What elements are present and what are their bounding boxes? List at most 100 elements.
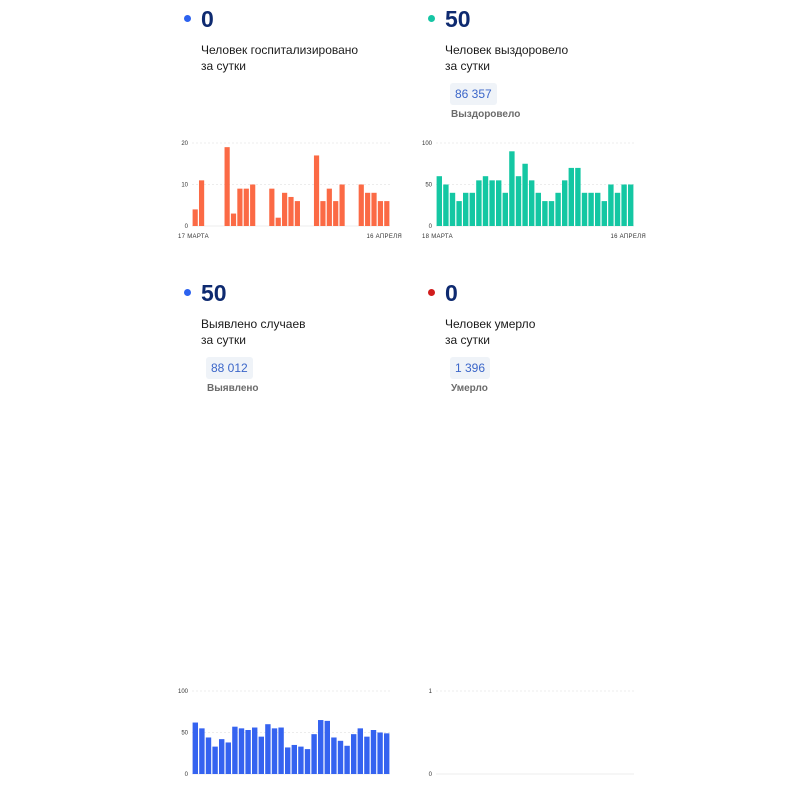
bar[interactable] [555,192,561,226]
bar[interactable] [384,201,390,226]
bar[interactable] [509,151,515,226]
bar[interactable] [358,184,364,227]
bar[interactable] [588,192,594,226]
bar[interactable] [232,726,238,774]
y-tick-label: 100 [422,141,433,147]
bar[interactable] [318,720,324,774]
bar[interactable] [225,742,231,774]
total-badge: 86 357 [450,83,497,105]
stat-block-hospitalized: 0 Человек госпитализировано за сутки 20 1… [178,0,414,240]
stat-value: 0 [201,6,214,32]
bar[interactable] [364,736,370,774]
bar[interactable] [250,184,256,227]
bar-chart-detected: 100 50 0 [170,686,404,791]
status-dot [428,15,435,22]
bar[interactable] [449,192,456,226]
y-tick-label: 0 [185,224,189,230]
bar[interactable] [311,734,317,774]
bar[interactable] [212,746,218,774]
bar[interactable] [275,217,281,226]
bar[interactable] [614,192,621,226]
stat-value: 50 [445,6,471,32]
bar[interactable] [357,728,363,774]
stat-description: Человек госпитализировано за сутки [201,43,359,73]
bar[interactable] [562,180,568,226]
bar[interactable] [496,180,502,226]
bar[interactable] [515,176,522,226]
total-label: Умерло [451,383,488,394]
bar[interactable] [324,720,330,774]
stat-value: 0 [445,280,458,306]
total-label: Выявлено [207,383,259,394]
bar[interactable] [285,747,291,774]
bar[interactable] [377,201,384,226]
bar[interactable] [219,739,225,774]
bar[interactable] [370,730,377,774]
status-dot [428,289,435,296]
bar[interactable] [313,155,320,226]
bar[interactable] [278,727,284,774]
bar[interactable] [548,201,555,226]
bar[interactable] [482,176,489,226]
bar[interactable] [238,728,245,774]
bar[interactable] [331,737,337,774]
bar[interactable] [269,188,275,226]
bar[interactable] [304,749,311,774]
bar[interactable] [502,192,508,226]
bar[interactable] [568,167,574,226]
bar[interactable] [258,736,264,774]
bar[interactable] [243,188,249,226]
bar[interactable] [199,728,205,774]
bar[interactable] [443,184,449,227]
bar[interactable] [337,740,344,774]
bar[interactable] [371,192,377,226]
bar-chart-hospitalized: 20 10 0 17 МАРТА 16 АПРЕЛЯ [170,138,404,243]
bar[interactable] [436,176,442,226]
bar[interactable] [230,213,237,226]
bar[interactable] [271,728,278,774]
bar[interactable] [326,188,332,226]
bar[interactable] [542,201,548,226]
bar[interactable] [575,167,581,226]
bar[interactable] [237,188,243,226]
bar[interactable] [252,727,258,774]
bar[interactable] [456,201,462,226]
bar[interactable] [522,163,528,226]
bar[interactable] [298,746,304,774]
bar[interactable] [333,201,339,226]
bar[interactable] [288,196,294,226]
bar[interactable] [529,180,535,226]
bar[interactable] [344,745,350,774]
bar[interactable] [339,184,345,227]
bar[interactable] [384,733,390,774]
bar[interactable] [621,184,627,227]
bar[interactable] [377,732,383,775]
bar[interactable] [601,201,607,226]
y-tick-label: 10 [181,183,188,189]
bar[interactable] [192,209,198,226]
bar[interactable] [581,192,588,226]
bar[interactable] [294,201,300,226]
bar[interactable] [489,180,495,226]
bar[interactable] [469,192,475,226]
bar[interactable] [463,192,469,226]
bar[interactable] [205,737,212,774]
total-badge: 88 012 [206,357,253,379]
bar[interactable] [282,192,288,226]
bar[interactable] [351,734,357,774]
bar[interactable] [224,147,230,226]
bar[interactable] [192,722,198,774]
bar[interactable] [245,730,251,774]
bar[interactable] [320,201,326,226]
bar[interactable] [535,192,541,226]
bar[interactable] [291,744,297,774]
y-tick-label: 50 [425,183,432,189]
bar[interactable] [198,180,205,226]
bar[interactable] [628,184,634,227]
bar[interactable] [265,724,271,774]
bar[interactable] [608,184,614,227]
bar[interactable] [476,180,482,226]
bar[interactable] [365,192,371,226]
bar[interactable] [595,192,601,226]
